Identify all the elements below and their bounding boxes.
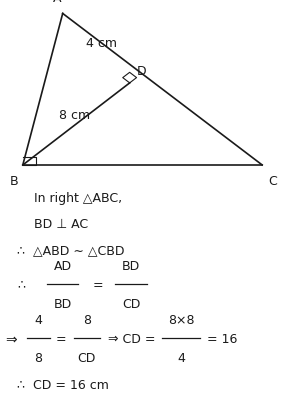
Text: 4: 4: [177, 351, 185, 364]
Text: In right △ABC,: In right △ABC,: [34, 191, 122, 204]
Text: B: B: [10, 175, 19, 188]
Text: 8×8: 8×8: [168, 313, 194, 326]
Text: ⇒ CD =: ⇒ CD =: [108, 332, 156, 345]
Text: D: D: [137, 65, 146, 78]
Text: BD: BD: [54, 297, 72, 310]
Text: 8: 8: [34, 351, 42, 364]
Text: ∴: ∴: [17, 278, 25, 291]
Text: ∴  CD = 16 cm: ∴ CD = 16 cm: [17, 378, 109, 391]
Text: ∴  △ABD ∼ △CBD: ∴ △ABD ∼ △CBD: [17, 244, 125, 257]
Text: AD: AD: [54, 259, 72, 272]
Text: CD: CD: [122, 297, 140, 310]
Text: ⇒: ⇒: [6, 332, 17, 346]
Text: = 16: = 16: [207, 332, 237, 345]
Text: =: =: [93, 278, 104, 291]
Text: A: A: [53, 0, 61, 5]
Text: BD ⊥ AC: BD ⊥ AC: [34, 218, 88, 231]
Text: C: C: [268, 175, 277, 188]
Text: =: =: [56, 332, 67, 345]
Text: 4 cm: 4 cm: [86, 37, 117, 49]
Text: BD: BD: [122, 259, 140, 272]
Text: 4: 4: [34, 313, 42, 326]
Text: 8 cm: 8 cm: [58, 109, 90, 121]
Text: 8: 8: [83, 313, 91, 326]
Text: CD: CD: [78, 351, 96, 364]
